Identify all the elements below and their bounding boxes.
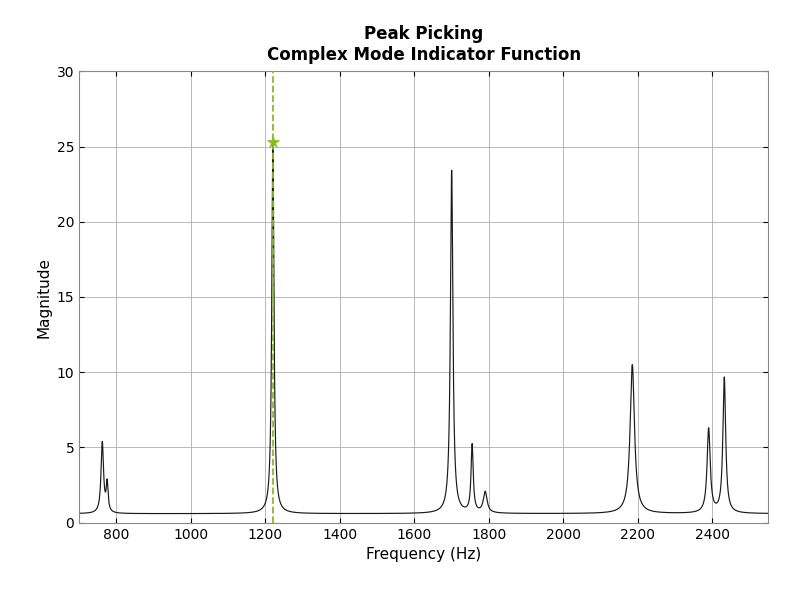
X-axis label: Frequency (Hz): Frequency (Hz) xyxy=(366,547,482,562)
Y-axis label: Magnitude: Magnitude xyxy=(36,257,51,337)
Title: Peak Picking
Complex Mode Indicator Function: Peak Picking Complex Mode Indicator Func… xyxy=(267,26,581,64)
